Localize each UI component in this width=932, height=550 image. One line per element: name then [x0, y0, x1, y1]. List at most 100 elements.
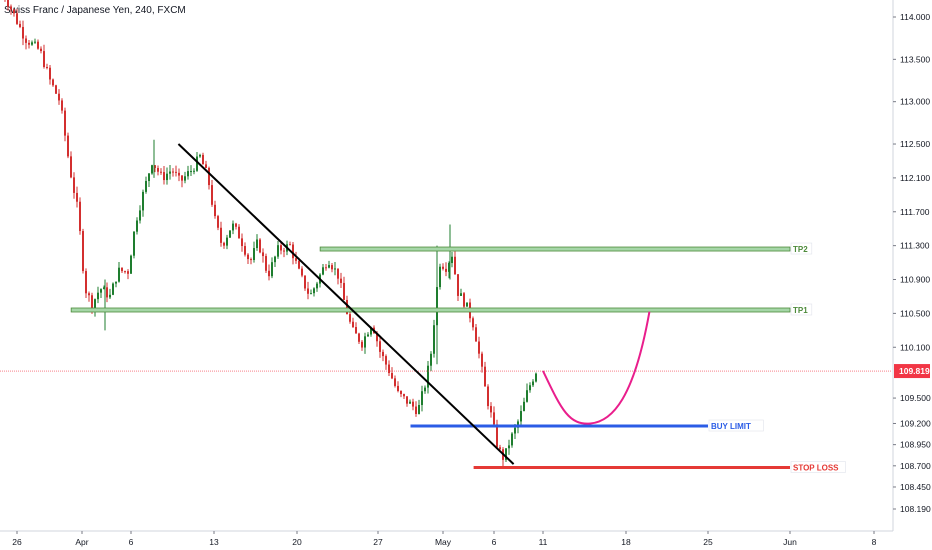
candle-body [97, 292, 99, 300]
candle-body [466, 302, 468, 307]
drawings-layer[interactable]: TP2 TP1 BUY LIMIT STOP LOSS 109.819 [0, 143, 930, 473]
candle-body [163, 172, 165, 181]
price-tick-label: 113.000 [900, 97, 930, 107]
candle-body [403, 394, 405, 397]
candle-body [394, 378, 396, 386]
candle-body [229, 230, 231, 238]
price-axis[interactable]: 114.000 113.500 113.000 112.500 112.100 111.7… [892, 0, 931, 531]
candle-body [499, 447, 501, 450]
time-tick-label: Jun [783, 537, 797, 547]
candle-body [217, 216, 219, 228]
candle-body [418, 405, 420, 414]
candle-body [223, 242, 225, 246]
time-tick-label: 13 [209, 537, 219, 547]
time-tick-label: 11 [539, 537, 548, 547]
candle-body [37, 41, 39, 49]
candle-body [283, 250, 285, 252]
candle-body [508, 445, 510, 449]
candle-body [22, 26, 24, 39]
candle-body [34, 41, 36, 43]
candle-body [238, 226, 240, 239]
candle-body [478, 341, 480, 354]
candle-body [307, 288, 309, 294]
candle-body [193, 170, 195, 172]
last-price-tag [894, 364, 930, 379]
candle-body [190, 171, 192, 173]
candle-body [253, 248, 255, 261]
candle-body [49, 67, 51, 80]
candle-body [139, 210, 141, 221]
price-tick-label: 108.700 [900, 461, 931, 471]
candle-body [382, 351, 384, 357]
price-tick-label: 110.900 [900, 275, 930, 285]
candle-body [364, 336, 366, 348]
candle-body [424, 387, 426, 392]
candle-body [343, 282, 345, 300]
candle-body [295, 258, 297, 261]
candle-body [10, 6, 12, 10]
candle-body [529, 385, 531, 391]
time-axis[interactable]: 26 Apr 6 13 20 27 May 6 11 18 25 Jun 8 [0, 530, 893, 547]
candle-body [100, 289, 102, 293]
candle-body [292, 244, 294, 259]
price-tick-label: 113.500 [900, 54, 930, 64]
candle-body [484, 366, 486, 387]
candle-body [145, 180, 147, 192]
tp2-zone[interactable] [319, 246, 791, 252]
candle-body [265, 256, 267, 271]
candle-body [301, 268, 303, 276]
tp1-label: TP1 [793, 306, 808, 315]
time-tick-label: 6 [129, 537, 134, 547]
candle-body [457, 274, 459, 296]
candle-body [199, 154, 201, 157]
candle-body [526, 390, 528, 402]
candle-body [127, 271, 129, 274]
candle-body [289, 244, 291, 246]
candle-body [268, 270, 270, 277]
time-tick-label: 20 [292, 537, 302, 547]
candle-body [19, 23, 21, 27]
candle-body [481, 353, 483, 367]
candle-body [520, 411, 522, 422]
candle-body [514, 427, 516, 434]
candle-body [31, 42, 33, 45]
candle-body [490, 406, 492, 413]
price-tick-label: 110.100 [900, 342, 930, 352]
candle-body [355, 327, 357, 334]
candle-body [118, 267, 120, 282]
candle-body [385, 356, 387, 365]
price-tick-label: 111.700 [900, 207, 930, 217]
candle-body [349, 314, 351, 322]
candle-body [298, 260, 300, 269]
candle-body [304, 275, 306, 289]
candle-body [109, 294, 111, 298]
candle-body [397, 385, 399, 391]
buy-limit-label: BUY LIMIT [711, 422, 751, 431]
candle-body [130, 255, 132, 274]
candle-body [172, 171, 174, 173]
candle-body [121, 267, 123, 272]
candle-body [406, 396, 408, 404]
candle-body [232, 223, 234, 231]
projection-curve[interactable] [542, 311, 651, 425]
candle-body [7, 0, 9, 7]
candle-body [271, 262, 273, 277]
candle-body [157, 168, 159, 172]
candle-body [421, 391, 423, 406]
candle-body [214, 204, 216, 217]
candle-body [178, 172, 180, 176]
chart-title: Swiss Franc / Japanese Yen, 240, FXCM [4, 5, 186, 16]
candle-body [535, 373, 537, 382]
tp1-zone[interactable] [70, 307, 791, 313]
candle-body [115, 281, 117, 284]
candle-body [427, 365, 429, 388]
candle-body [133, 231, 135, 256]
trendline[interactable] [177, 143, 515, 465]
candle-body [136, 220, 138, 232]
candle-body [175, 171, 177, 173]
price-tick-label: 114.000 [900, 12, 930, 22]
candle-body [370, 327, 372, 335]
candle-body [412, 401, 414, 407]
candle-body [160, 171, 162, 173]
